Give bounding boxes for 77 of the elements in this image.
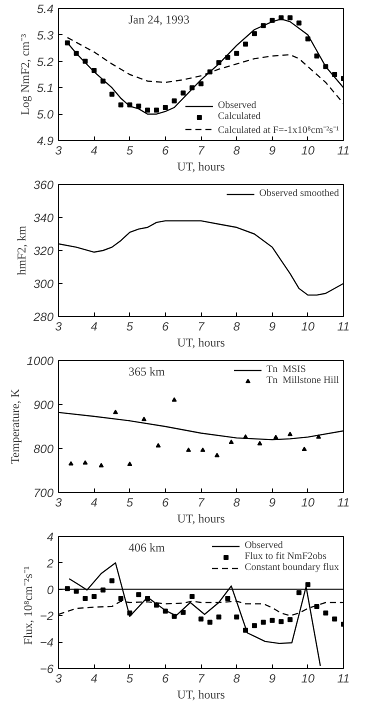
x-tick-label: 4 [90,144,98,158]
y-tick-label: −4 [40,636,54,650]
y-tick-label: 5.0 [36,108,54,122]
x-tick-label: 8 [233,672,240,686]
y-tick-label: 280 [32,310,54,324]
legend-label: Tn Millstone Hill [266,375,339,386]
annotation: 365 km [128,364,166,378]
x-tick-label: 5 [126,672,134,686]
x-tick-label: 6 [162,496,170,510]
y-axis-title: Flux, 10⁸cm⁻²s⁻¹ [20,566,35,645]
x-tick-label: 7 [198,672,206,686]
x-tick-label: 6 [162,144,170,158]
x-tick-label: 5 [126,144,134,158]
y-tick-label: 4.9 [36,134,54,148]
legend-label: Observed [244,540,283,551]
x-tick-label: 10 [301,496,315,510]
x-tick-label: 4 [90,672,98,686]
x-axis-title: UT, hours [177,336,226,350]
y-tick-label: −2 [40,609,54,624]
y-axis-title: hmF2, km [14,225,28,276]
x-tick-label: 9 [268,496,276,510]
x-tick-label: 9 [268,672,276,686]
y-tick-label: 5.3 [36,28,54,42]
legend-label: Calculated at F=-1x10⁸cm⁻²s⁻¹ [218,124,339,136]
x-tick-label: 7 [198,496,206,510]
legend-label: Flux to fit NmF2obs [244,551,327,562]
x-tick-label: 11 [337,672,350,686]
y-tick-label: 360 [33,178,54,192]
legend-label: Observed [218,100,256,111]
x-axis-title: UT, hours [177,688,226,702]
y-tick-label: 0 [46,582,54,597]
y-tick-label: 2 [46,556,54,570]
legend-label: Observed smoothed [259,188,339,199]
y-tick-label: 4 [46,530,54,544]
legend-label: Constant boundary flux [244,562,339,573]
x-tick-label: 7 [198,320,206,334]
x-tick-label: 7 [198,144,206,158]
x-tick-label: 10 [301,672,315,686]
x-tick-label: 3 [55,320,62,334]
y-tick-label: 5.1 [36,81,54,96]
y-tick-label: 300 [33,277,54,291]
x-tick-label: 5 [126,496,134,510]
y-tick-label: 320 [33,244,54,258]
y-axis-title: Temperature, K [8,388,22,464]
y-tick-label: 900 [33,398,54,412]
x-tick-label: 3 [55,144,62,158]
y-tick-label: 700 [33,486,54,500]
x-tick-label: 4 [90,496,98,510]
x-tick-label: 9 [268,144,276,158]
x-tick-label: 11 [337,144,350,158]
x-axis-title: UT, hours [177,512,226,526]
x-axis-title: UT, hours [177,160,226,174]
x-tick-label: 11 [337,496,350,510]
x-tick-label: 6 [162,320,170,334]
y-tick-label: 5.2 [36,54,54,69]
y-tick-label: 800 [33,442,54,456]
y-tick-label: 1000 [26,354,54,368]
y-axis-title: Log NmF2, cm⁻³ [18,33,32,116]
y-tick-label: 340 [33,211,54,225]
y-tick-label: 5.4 [36,2,54,16]
x-tick-label: 3 [55,496,62,510]
y-tick-label: −6 [40,662,54,676]
x-tick-label: 10 [301,320,315,334]
x-tick-label: 10 [301,144,315,158]
x-tick-label: 11 [337,320,350,334]
legend-label: Tn MSIS [266,364,306,375]
annotation: Jan 24, 1993 [128,12,190,26]
annotation: 406 km [128,540,166,554]
x-tick-label: 8 [233,320,240,334]
x-tick-label: 3 [55,672,62,686]
x-tick-label: 8 [233,496,240,510]
x-tick-label: 6 [162,672,170,686]
x-tick-label: 4 [90,320,98,334]
legend-label: Calculated [218,111,261,122]
x-tick-label: 9 [268,320,276,334]
x-tick-label: 5 [126,320,134,334]
x-tick-label: 8 [233,144,240,158]
